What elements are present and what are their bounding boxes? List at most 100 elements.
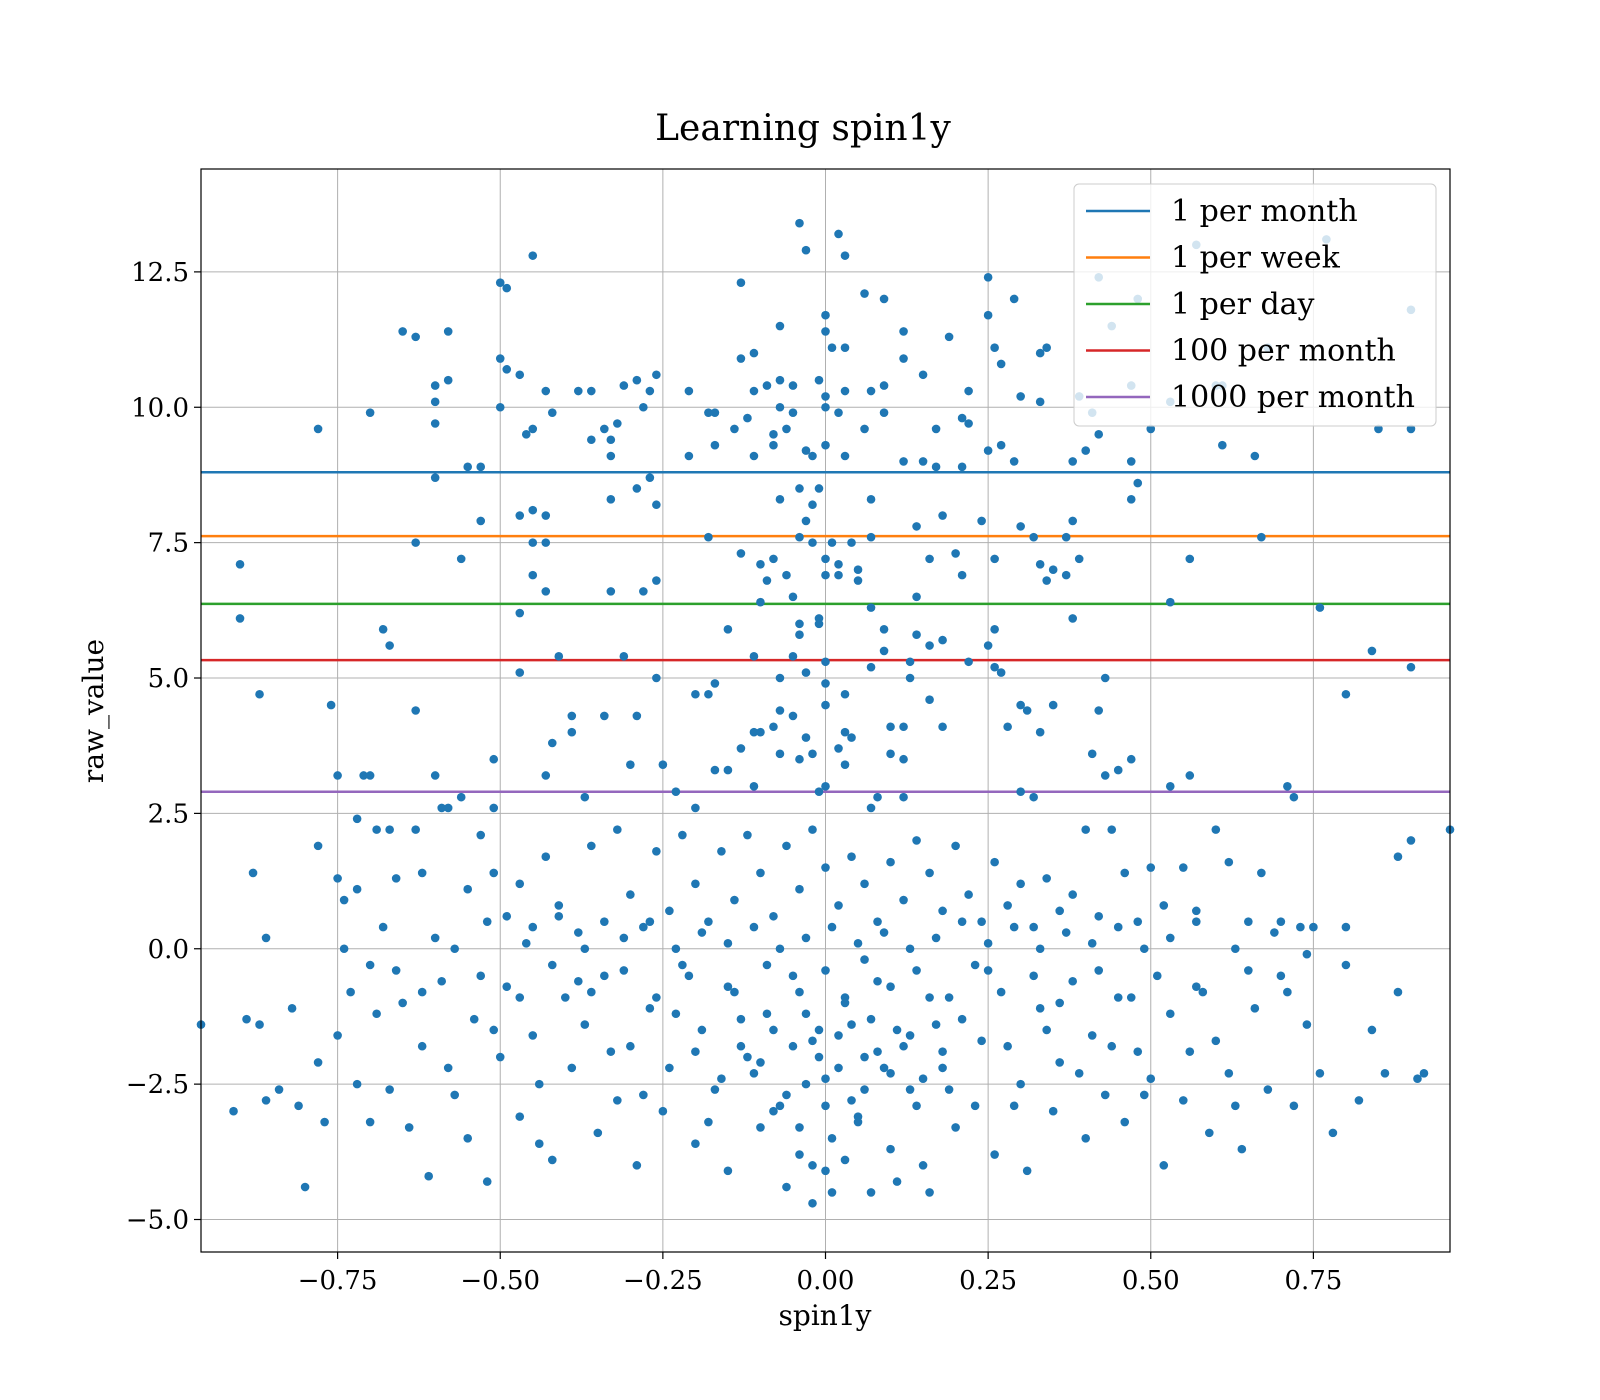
scatter-point xyxy=(515,608,525,618)
scatter-point xyxy=(736,549,746,558)
scatter-point xyxy=(443,803,453,813)
scatter-point xyxy=(1029,532,1038,542)
scatter-point xyxy=(853,939,863,948)
scatter-point xyxy=(1276,917,1286,926)
scatter-point xyxy=(528,251,538,260)
scatter-point xyxy=(346,987,355,997)
scatter-point xyxy=(632,375,642,385)
scatter-point xyxy=(860,1052,869,1062)
scatter-point xyxy=(697,1025,707,1035)
legend-box xyxy=(1073,183,1437,427)
scatter-point xyxy=(749,782,759,791)
scatter-point xyxy=(1035,727,1045,737)
scatter-point xyxy=(827,1133,837,1143)
scatter-point xyxy=(320,1117,329,1127)
scatter-point xyxy=(398,998,407,1008)
scatter-point xyxy=(834,559,843,569)
scatter-point xyxy=(645,917,655,926)
scatter-point xyxy=(762,960,772,970)
scatter-point xyxy=(808,1198,817,1208)
scatter-point xyxy=(808,451,817,461)
scatter-point xyxy=(801,933,811,943)
scatter-point xyxy=(1218,440,1227,450)
scatter-point xyxy=(294,1101,303,1111)
scatter-point xyxy=(313,1058,323,1067)
scatter-point xyxy=(691,1047,700,1056)
scatter-point xyxy=(912,630,921,639)
scatter-point xyxy=(788,592,798,602)
scatter-point xyxy=(827,343,837,352)
scatter-point xyxy=(534,1079,544,1089)
scatter-point xyxy=(769,722,778,732)
scatter-point xyxy=(313,424,323,434)
scatter-point xyxy=(1257,868,1266,878)
scatter-point xyxy=(632,484,642,493)
scatter-point xyxy=(411,706,420,715)
scatter-point xyxy=(632,1161,642,1170)
scatter-point xyxy=(1048,1106,1058,1116)
scatter-point xyxy=(795,630,804,639)
scatter-point xyxy=(489,1025,499,1035)
scatter-point xyxy=(333,771,342,780)
scatter-point xyxy=(1152,971,1162,981)
scatter-point xyxy=(1107,825,1117,834)
scatter-point xyxy=(515,370,525,380)
scatter-point xyxy=(931,462,941,472)
scatter-point xyxy=(1016,522,1025,531)
scatter-point xyxy=(775,706,785,715)
scatter-point xyxy=(567,711,577,721)
scatter-point xyxy=(1296,922,1305,932)
scatter-point xyxy=(860,1085,869,1094)
scatter-point xyxy=(912,836,921,845)
scatter-point xyxy=(665,906,674,916)
scatter-point xyxy=(430,771,440,780)
scatter-point xyxy=(717,846,726,856)
scatter-point xyxy=(840,386,850,396)
scatter-point xyxy=(860,955,869,964)
scatter-point xyxy=(1035,397,1045,407)
scatter-point xyxy=(886,1144,895,1154)
scatter-point xyxy=(678,960,687,970)
scatter-point xyxy=(626,1041,635,1051)
scatter-point xyxy=(671,944,681,954)
scatter-point xyxy=(495,402,505,412)
scatter-point xyxy=(704,689,713,699)
scatter-point xyxy=(1205,1128,1214,1138)
scatter-point xyxy=(983,446,993,455)
scatter-point xyxy=(983,273,993,282)
scatter-point xyxy=(951,1123,960,1132)
y-axis-ticks: −5.0 −2.5 0.0 2.5 5.0 7.5 10.0 12.5 xyxy=(126,258,201,1236)
scatter-point xyxy=(821,554,830,564)
scatter-point xyxy=(1185,554,1195,564)
scatter-point xyxy=(879,624,889,634)
scatter-point xyxy=(1042,343,1051,352)
scatter-point xyxy=(476,971,486,981)
scatter-point xyxy=(1009,1101,1019,1111)
scatter-point xyxy=(1191,906,1201,916)
scatter-point xyxy=(541,511,551,520)
scatter-point xyxy=(482,1177,492,1186)
scatter-point xyxy=(1191,917,1201,926)
scatter-point xyxy=(1035,944,1045,954)
scatter-point xyxy=(1165,933,1175,943)
scatter-point xyxy=(1042,874,1051,883)
scatter-point xyxy=(886,982,895,991)
scatter-point xyxy=(632,711,642,721)
scatter-point xyxy=(905,657,915,667)
scatter-point xyxy=(886,1069,895,1078)
scatter-point xyxy=(391,874,401,883)
scatter-point xyxy=(463,1133,473,1143)
scatter-point xyxy=(834,229,843,239)
scatter-point xyxy=(1263,1085,1273,1094)
scatter-point xyxy=(853,565,863,575)
scatter-point xyxy=(704,1117,713,1127)
scatter-point xyxy=(567,1063,577,1073)
scatter-point xyxy=(821,310,830,320)
scatter-point xyxy=(834,1031,843,1040)
scatter-point xyxy=(443,327,453,336)
scatter-point xyxy=(847,1020,856,1029)
scatter-point xyxy=(1081,1133,1091,1143)
scatter-point xyxy=(541,587,551,596)
scatter-point xyxy=(430,473,440,482)
scatter-point xyxy=(639,587,648,596)
